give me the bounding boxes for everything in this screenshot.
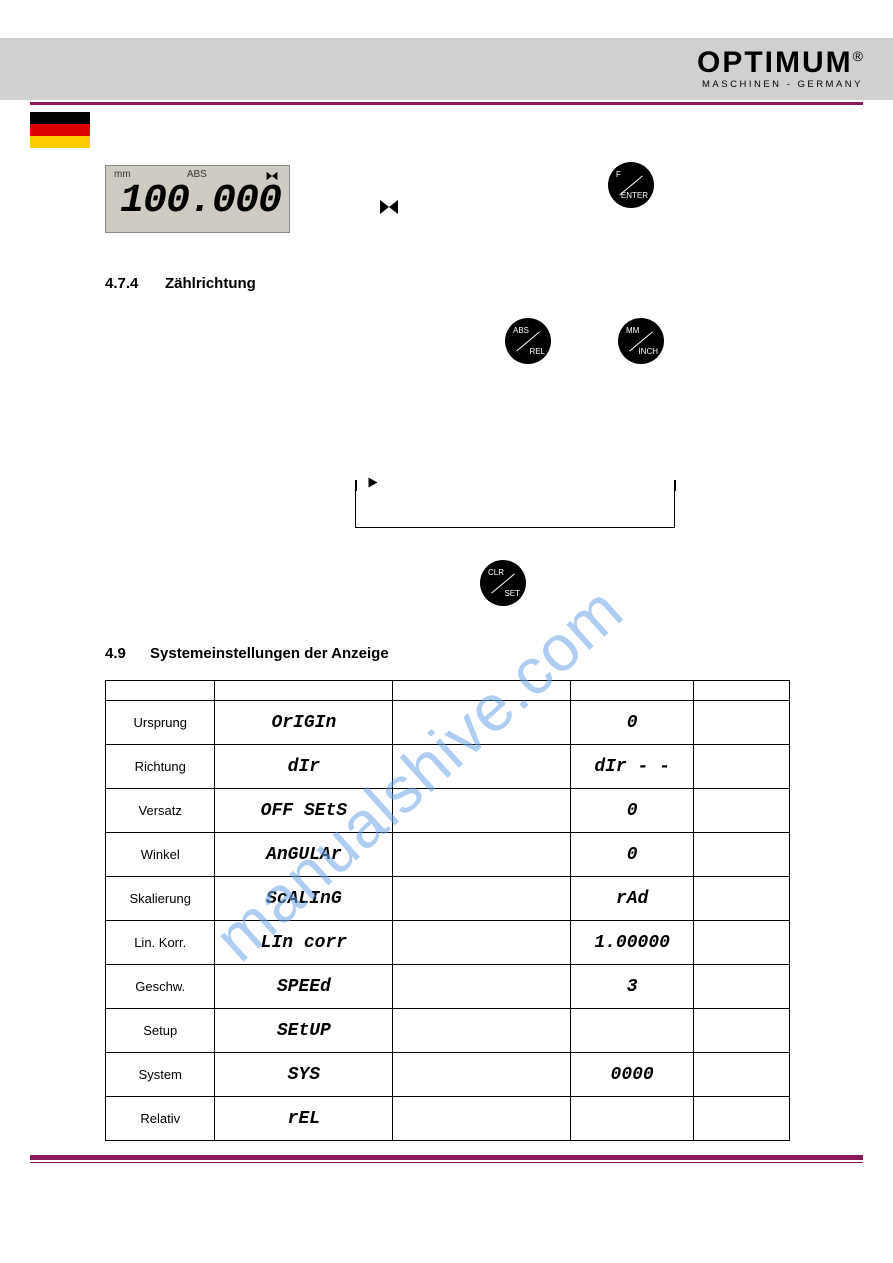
german-flag-icon (30, 112, 90, 148)
logo: OPTIMUM® MASCHINEN - GERMANY (697, 48, 863, 90)
table-cell: SYS (215, 1053, 393, 1097)
table-cell (694, 877, 790, 921)
table-cell: LIn corr (215, 921, 393, 965)
mm-inch-button[interactable]: MM INCH (618, 318, 664, 364)
table-cell (393, 1009, 571, 1053)
table-cell: Richtung (106, 745, 215, 789)
table-cell (694, 789, 790, 833)
table-cell: 1.00000 (571, 921, 694, 965)
table-cell (694, 921, 790, 965)
table-cell: Relativ (106, 1097, 215, 1141)
table-cell: Versatz (106, 789, 215, 833)
table-cell: Ursprung (106, 701, 215, 745)
table-cell (393, 1097, 571, 1141)
table-cell (393, 1053, 571, 1097)
bowtie-icon (267, 172, 278, 180)
mm-label: MM (626, 326, 639, 335)
table-cell (393, 921, 571, 965)
abs-label: ABS (513, 326, 529, 335)
enter-label: ENTER (621, 191, 648, 200)
table-cell (393, 701, 571, 745)
table-cell (694, 745, 790, 789)
table-cell: System (106, 1053, 215, 1097)
section-title: Zählrichtung (165, 275, 256, 292)
flow-box (355, 490, 675, 528)
clr-label: CLR (488, 568, 504, 577)
f-enter-button[interactable]: F ENTER (608, 162, 654, 208)
table-cell: rEL (215, 1097, 393, 1141)
abs-rel-button[interactable]: ABS REL (505, 318, 551, 364)
section-title: Systemeinstellungen der Anzeige (150, 645, 389, 662)
table-cell: SEtUP (215, 1009, 393, 1053)
lcd-display: mm ABS 100.000 (105, 165, 290, 233)
inch-label: INCH (638, 347, 658, 356)
table-cell (571, 1009, 694, 1053)
table-cell: ScALInG (215, 877, 393, 921)
logo-reg: ® (853, 48, 863, 64)
table-cell: Geschw. (106, 965, 215, 1009)
table-cell (694, 701, 790, 745)
logo-main: OPTIMUM (697, 46, 853, 79)
table-cell (694, 1053, 790, 1097)
table-cell: 0 (571, 833, 694, 877)
table-cell (393, 877, 571, 921)
table-cell: 0000 (571, 1053, 694, 1097)
table-cell (393, 965, 571, 1009)
clr-set-button[interactable]: CLR SET (480, 560, 526, 606)
table-cell: Winkel (106, 833, 215, 877)
table-cell (393, 745, 571, 789)
bowtie-icon (380, 200, 398, 214)
table-cell: OrIGIn (215, 701, 393, 745)
header-divider (30, 102, 863, 105)
header-bar: OPTIMUM® MASCHINEN - GERMANY (0, 38, 893, 100)
set-label: SET (504, 589, 520, 598)
flow-vert-right (674, 480, 676, 491)
table-cell (393, 789, 571, 833)
logo-sub: MASCHINEN - GERMANY (697, 79, 863, 90)
table-cell (694, 833, 790, 877)
table-cell: dIr - - (571, 745, 694, 789)
footer-divider (30, 1155, 863, 1160)
table-cell: Setup (106, 1009, 215, 1053)
table-cell: 0 (571, 789, 694, 833)
table-cell (571, 1097, 694, 1141)
arrow-icon (369, 478, 378, 488)
table-cell (393, 833, 571, 877)
table-cell: Skalierung (106, 877, 215, 921)
footer-divider-thin (30, 1162, 863, 1163)
settings-table: UrsprungOrIGIn 0 RichtungdIr dIr - - Versatz… (105, 680, 790, 1141)
f-label: F (616, 170, 621, 179)
table-cell: 3 (571, 965, 694, 1009)
table-cell (694, 1009, 790, 1053)
table-cell (694, 965, 790, 1009)
lcd-value: 100.000 (114, 183, 281, 221)
table-cell: OFF SEtS (215, 789, 393, 833)
table-cell: AnGULAr (215, 833, 393, 877)
rel-label: REL (529, 347, 545, 356)
table-cell (694, 1097, 790, 1141)
table-cell: Lin. Korr. (106, 921, 215, 965)
section-number: 4.7.4 (105, 275, 138, 292)
flow-vert-left (355, 480, 357, 491)
table-cell: 0 (571, 701, 694, 745)
table-cell: SPEEd (215, 965, 393, 1009)
table-cell: rAd (571, 877, 694, 921)
section-number: 4.9 (105, 645, 126, 662)
table-cell: dIr (215, 745, 393, 789)
